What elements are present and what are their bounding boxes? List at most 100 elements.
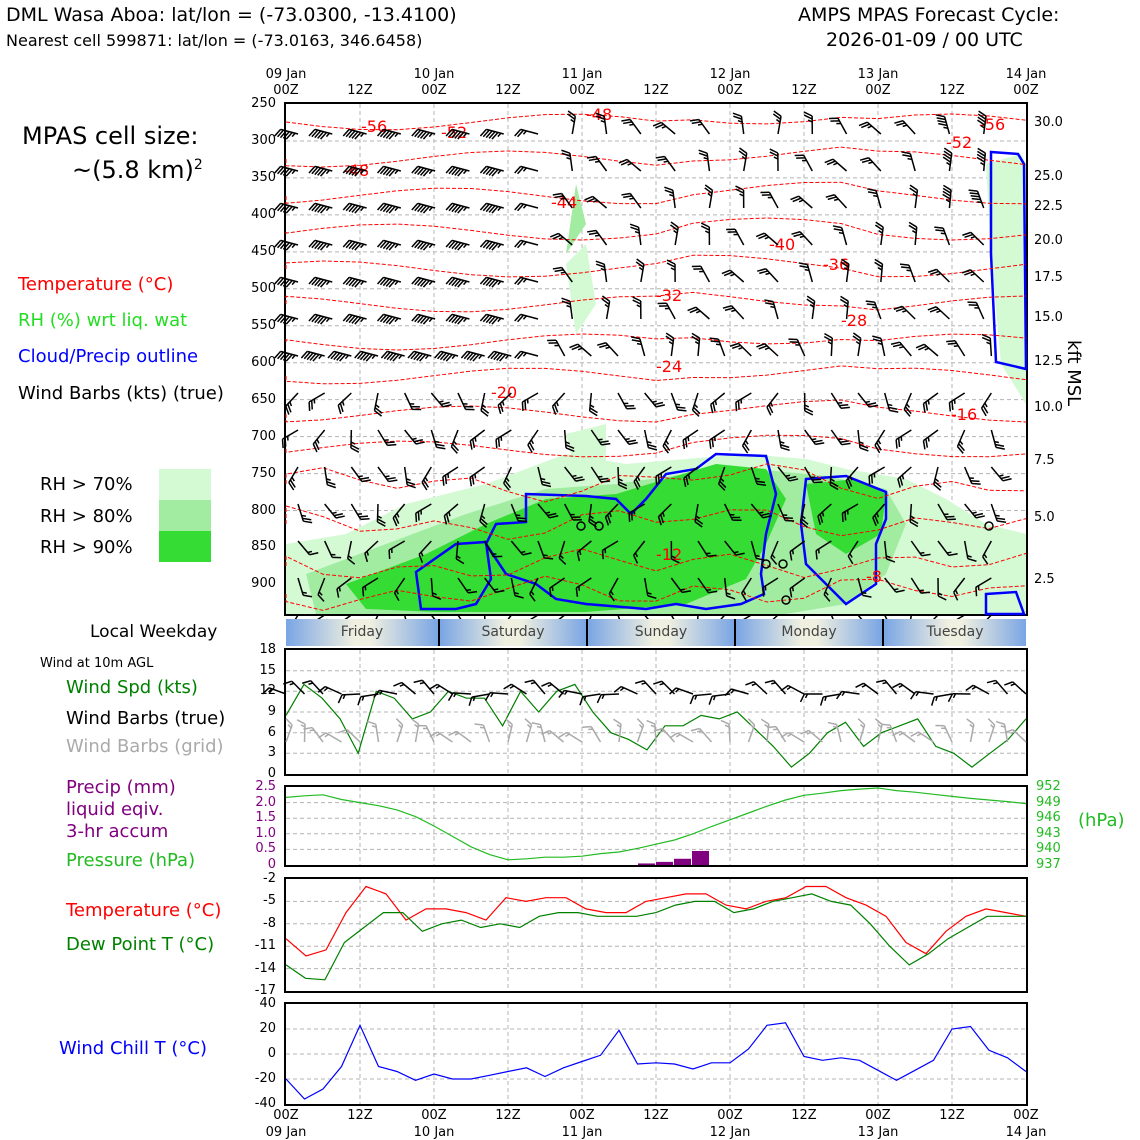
- calm-circle: [761, 559, 771, 569]
- barb-flag: [531, 721, 541, 726]
- barb-flag: [488, 279, 496, 287]
- barb-half: [619, 687, 625, 692]
- barb-flag: [314, 241, 322, 250]
- barb-flag: [997, 520, 1007, 523]
- barb-flag: [657, 516, 662, 526]
- barb-flag: [374, 407, 383, 414]
- barb-flag: [618, 481, 628, 487]
- wind-barb-upper: [804, 466, 823, 484]
- barb-shaft: [975, 302, 985, 320]
- barb-half: [545, 511, 551, 514]
- barb-half: [428, 206, 433, 212]
- barb-flag: [360, 476, 370, 480]
- barb-flag: [485, 167, 493, 176]
- barb-half: [371, 354, 376, 360]
- barb-flag: [479, 128, 487, 137]
- wind-barb-upper: [376, 276, 402, 288]
- pressure-tick-label: 943: [1036, 825, 1061, 841]
- wind-barb-upper: [682, 429, 699, 450]
- barb-flag: [588, 232, 598, 236]
- barb-half: [500, 436, 503, 441]
- barb-half: [873, 194, 878, 198]
- barb-half: [291, 476, 295, 482]
- calm-circle: [984, 521, 994, 531]
- wind-barb-upper: [948, 392, 966, 412]
- barb-flag: [935, 229, 945, 232]
- wind-barb-upper: [908, 221, 918, 246]
- barb-flag: [282, 205, 290, 213]
- barb-half: [730, 273, 735, 277]
- barb-flag: [558, 731, 568, 738]
- barb-half: [491, 553, 497, 555]
- barb-shaft: [697, 577, 710, 594]
- barb-half: [837, 401, 843, 404]
- barb-half: [360, 243, 365, 249]
- barb-flag: [394, 515, 400, 525]
- legend-cloud: Cloud/Precip outline: [18, 346, 199, 367]
- wind-barb-upper: [323, 466, 337, 489]
- barb-flag: [517, 314, 525, 323]
- wind-barb-upper: [484, 577, 505, 594]
- y-tick-label: 3: [267, 745, 276, 761]
- barb-shaft: [742, 153, 748, 172]
- wind-barb-upper: [469, 429, 486, 450]
- barb-half: [782, 514, 788, 517]
- barb-shaft: [901, 305, 916, 320]
- wind-barb-upper: [342, 165, 367, 177]
- wind-barb-upper: [633, 466, 646, 490]
- barb-flag: [296, 719, 306, 725]
- barb-shaft: [695, 306, 710, 320]
- barb-flag: [657, 474, 660, 484]
- wind-barb-upper: [561, 149, 574, 172]
- barb-flag: [732, 519, 742, 521]
- barb-half: [998, 474, 1004, 477]
- barb-half: [659, 730, 665, 733]
- barb-flag: [417, 724, 427, 727]
- barb-flag: [308, 239, 316, 248]
- barb-flag: [767, 725, 777, 729]
- barb-flag: [664, 189, 674, 194]
- barb-shaft: [282, 429, 299, 440]
- barb-flag: [451, 130, 459, 139]
- barb-flag: [757, 268, 767, 272]
- barb-flag: [527, 444, 533, 454]
- barb-flag: [689, 308, 699, 314]
- barb-half: [899, 346, 904, 349]
- wind-barb-upper: [691, 265, 711, 283]
- barb-half: [941, 727, 946, 730]
- wind-barb-upper: [350, 466, 371, 483]
- barb-half: [724, 724, 730, 728]
- barb-flag: [943, 147, 953, 154]
- wind-barb-upper: [274, 313, 299, 325]
- barb-flag: [892, 343, 902, 348]
- barb-flag: [788, 338, 798, 341]
- barb-flag: [947, 693, 954, 703]
- barb-flag: [693, 268, 703, 270]
- barb-half: [301, 514, 307, 517]
- barb-flag: [780, 731, 790, 738]
- barb-flag: [337, 405, 342, 415]
- barb-flag: [376, 276, 385, 285]
- barb-flag: [655, 476, 658, 486]
- barb-half: [289, 682, 295, 686]
- legend-rh80-label: RH > 80%: [40, 506, 133, 527]
- barb-half: [675, 733, 681, 738]
- wind-barb-upper: [874, 258, 884, 283]
- barb-flag: [440, 401, 450, 406]
- top-axis-date: 13 Jan: [857, 67, 899, 82]
- barb-flag: [488, 131, 496, 139]
- barb-shaft: [285, 392, 299, 407]
- barb-shaft: [457, 577, 469, 594]
- barb-half: [706, 588, 712, 591]
- barb-half: [463, 317, 468, 323]
- barb-flag: [351, 131, 359, 139]
- barb-shaft: [829, 466, 833, 486]
- wind-barb-grid: [646, 719, 657, 743]
- barb-flag: [669, 687, 677, 695]
- barb-flag: [471, 438, 476, 448]
- barb-half: [969, 723, 974, 728]
- barb-flag: [567, 110, 576, 117]
- barb-half: [509, 685, 515, 689]
- barb-shaft: [953, 577, 966, 593]
- barb-flag: [285, 279, 293, 288]
